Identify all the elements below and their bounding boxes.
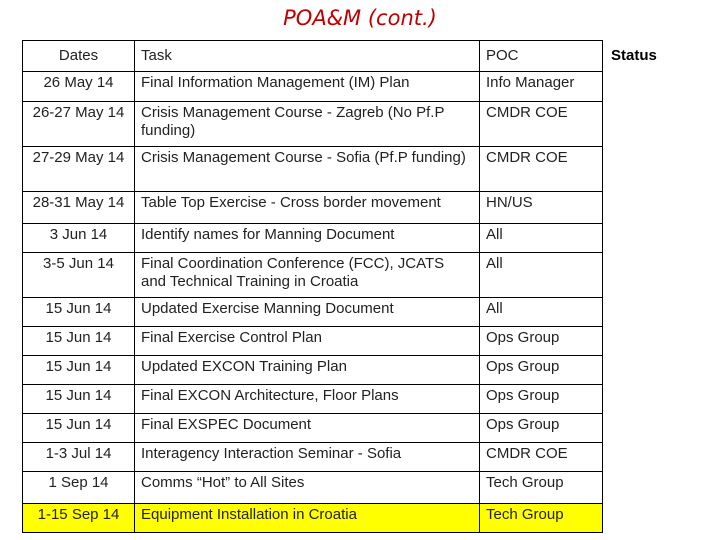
date-cell: 15 Jun 14	[22, 413, 135, 443]
date-cell: 1-3 Jul 14	[22, 442, 135, 472]
task-cell: Final Coordination Conference (FCC), JCA…	[134, 252, 480, 298]
poc-header: POC	[479, 40, 603, 72]
status-cell	[603, 504, 715, 533]
table-row: 26 May 14 Final Information Management (I…	[22, 71, 715, 102]
date-cell: 26-27 May 14	[22, 101, 135, 147]
status-cell	[603, 224, 715, 253]
table-row: 15 Jun 14 Final EXSPEC Document Ops Group	[22, 413, 715, 443]
table-row: 15 Jun 14 Updated Exercise Manning Docume…	[22, 297, 715, 327]
date-cell: 15 Jun 14	[22, 355, 135, 385]
poc-cell: Ops Group	[479, 326, 603, 356]
header-row: Dates Task POC Status	[22, 40, 715, 72]
status-cell	[603, 356, 715, 385]
task-cell: Updated Exercise Manning Document	[134, 297, 480, 327]
date-cell: 28-31 May 14	[22, 191, 135, 224]
task-header: Task	[134, 40, 480, 72]
status-cell	[603, 414, 715, 443]
table-row: 26-27 May 14 Crisis Management Course - Z…	[22, 101, 715, 147]
poc-cell: All	[479, 223, 603, 253]
table-row: 3-5 Jun 14 Final Coordination Conference …	[22, 252, 715, 298]
status-cell	[603, 327, 715, 356]
table-row: 15 Jun 14 Updated EXCON Training Plan Ops …	[22, 355, 715, 385]
poc-cell: All	[479, 252, 603, 298]
table-row: 3 Jun 14 Identify names for Manning Docum…	[22, 223, 715, 253]
poc-cell: Info Manager	[479, 71, 603, 102]
slide-title: POA&M (cont.)	[283, 6, 437, 30]
status-cell	[603, 385, 715, 414]
status-cell	[603, 192, 715, 224]
date-cell: 26 May 14	[22, 71, 135, 102]
poc-cell: Ops Group	[479, 355, 603, 385]
poc-cell: Ops Group	[479, 413, 603, 443]
task-cell: Crisis Management Course - Zagreb (No Pf…	[134, 101, 480, 147]
poam-table: Dates Task POC Status 26 May 14 Final Inf…	[22, 40, 715, 533]
task-cell: Table Top Exercise - Cross border moveme…	[134, 191, 480, 224]
table-row: 15 Jun 14 Final EXCON Architecture, Floor…	[22, 384, 715, 414]
task-cell: Comms “Hot” to All Sites	[134, 471, 480, 504]
status-cell	[603, 253, 715, 298]
poc-cell: Tech Group	[479, 471, 603, 504]
status-cell	[603, 443, 715, 472]
dates-header: Dates	[22, 40, 135, 72]
date-cell: 3 Jun 14	[22, 223, 135, 253]
table-row: 1-15 Sep 14 Equipment Installation in Cro…	[22, 503, 715, 533]
status-header: Status	[611, 46, 657, 64]
date-cell: 27-29 May 14	[22, 146, 135, 192]
date-cell: 3-5 Jun 14	[22, 252, 135, 298]
date-cell: 15 Jun 14	[22, 384, 135, 414]
status-cell	[603, 102, 715, 147]
task-cell: Final Information Management (IM) Plan	[134, 71, 480, 102]
task-cell: Interagency Interaction Seminar - Sofia	[134, 442, 480, 472]
task-cell: Identify names for Manning Document	[134, 223, 480, 253]
status-cell	[603, 472, 715, 504]
task-cell: Final EXCON Architecture, Floor Plans	[134, 384, 480, 414]
task-cell: Updated EXCON Training Plan	[134, 355, 480, 385]
date-cell: 15 Jun 14	[22, 326, 135, 356]
table-row: 27-29 May 14 Crisis Management Course - S…	[22, 146, 715, 192]
poc-cell: Ops Group	[479, 384, 603, 414]
poc-cell: Tech Group	[479, 503, 603, 533]
table-row: 1 Sep 14 Comms “Hot” to All Sites Tech Gro…	[22, 471, 715, 504]
task-cell: Final Exercise Control Plan	[134, 326, 480, 356]
status-cell	[603, 72, 715, 102]
date-cell: 15 Jun 14	[22, 297, 135, 327]
poc-cell: All	[479, 297, 603, 327]
status-cell	[603, 147, 715, 192]
poc-cell: CMDR COE	[479, 146, 603, 192]
table-row: 15 Jun 14 Final Exercise Control Plan Ops …	[22, 326, 715, 356]
table-row: 1-3 Jul 14 Interagency Interaction Semina…	[22, 442, 715, 472]
date-cell: 1-15 Sep 14	[22, 503, 135, 533]
task-cell: Equipment Installation in Croatia	[134, 503, 480, 533]
poc-cell: CMDR COE	[479, 442, 603, 472]
status-cell	[603, 298, 715, 327]
date-cell: 1 Sep 14	[22, 471, 135, 504]
task-cell: Crisis Management Course - Sofia (Pf.P f…	[134, 146, 480, 192]
table-body: 26 May 14 Final Information Management (I…	[22, 71, 715, 533]
task-cell: Final EXSPEC Document	[134, 413, 480, 443]
poc-cell: HN/US	[479, 191, 603, 224]
poc-cell: CMDR COE	[479, 101, 603, 147]
table-row: 28-31 May 14 Table Top Exercise - Cross b…	[22, 191, 715, 224]
